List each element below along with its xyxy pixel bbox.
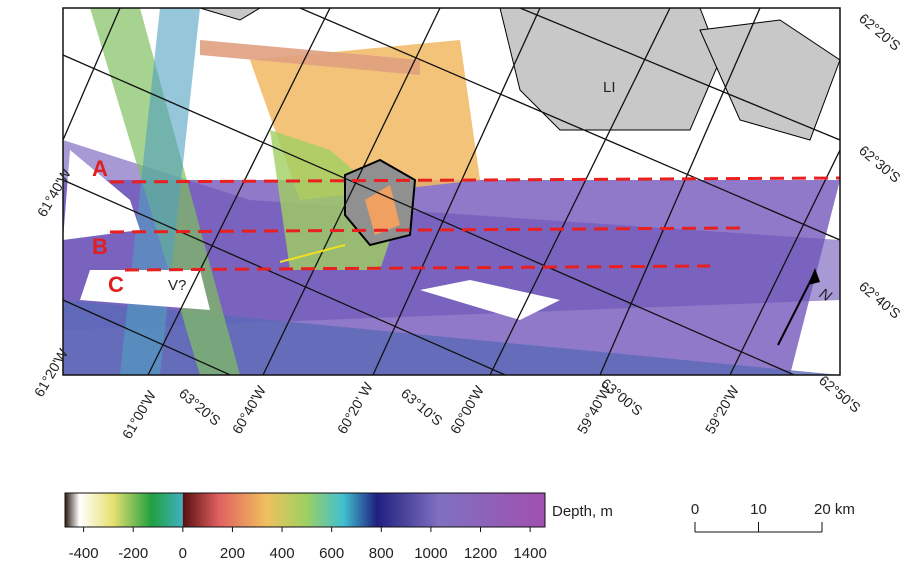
profile-label: C [108, 272, 124, 297]
colorbar-tick-label: 1200 [464, 545, 497, 562]
colorbar [64, 492, 546, 528]
colorbar-title: Depth, m [552, 503, 613, 520]
swath [200, 40, 420, 75]
colorbar-tick-label: -400 [69, 545, 99, 562]
colorbar-tick-label: 600 [319, 545, 344, 562]
coordinate-label: 63°10'S [398, 385, 446, 429]
land [499, 8, 721, 131]
colorbar-tick-label: 400 [270, 545, 295, 562]
gap [420, 280, 560, 320]
scale-label: 0 [691, 501, 699, 518]
gap [80, 270, 210, 310]
caldera-floor [365, 185, 400, 235]
land [199, 8, 261, 21]
colorbar-tick-label: 800 [369, 545, 394, 562]
colorbar-tick-label: 200 [220, 545, 245, 562]
coordinate-label: 63°20'S [176, 385, 224, 429]
map-frame [62, 7, 841, 376]
profile-label: A [92, 156, 108, 181]
colorbar-tick-label: 1000 [414, 545, 447, 562]
coordinate-label: 61°00'W [119, 387, 160, 441]
coordinate-label: 62°50'S [816, 372, 864, 416]
annotation: LI [603, 79, 616, 96]
map-body [63, 8, 840, 375]
coordinate-label: 62°20'S [856, 10, 904, 54]
colorbar-tick-label: -200 [118, 545, 148, 562]
colorbar-tick-label: 1400 [513, 545, 546, 562]
land [699, 19, 840, 141]
profile-lines [109, 176, 840, 272]
scale-label: 10 [750, 501, 767, 518]
coordinate-label: 62°30'S [856, 142, 904, 186]
coordinate-label: 59°20'W [702, 382, 743, 436]
scale-label: 20 km [814, 501, 855, 518]
coordinate-label: 60°00'W [447, 382, 488, 436]
swath [63, 300, 840, 375]
coordinate-label: 62°40'S [856, 278, 904, 322]
profile-label: B [92, 234, 108, 259]
colorbar-tick-label: 0 [179, 545, 187, 562]
north-arrow-head [808, 268, 820, 285]
coordinate-label: 60°40'W [229, 382, 270, 436]
coordinate-label: 60°20' W [334, 379, 377, 437]
dike [279, 244, 346, 263]
graticule [63, 8, 840, 375]
annotation: V? [168, 277, 186, 294]
gap [63, 150, 140, 240]
swath [63, 140, 840, 330]
